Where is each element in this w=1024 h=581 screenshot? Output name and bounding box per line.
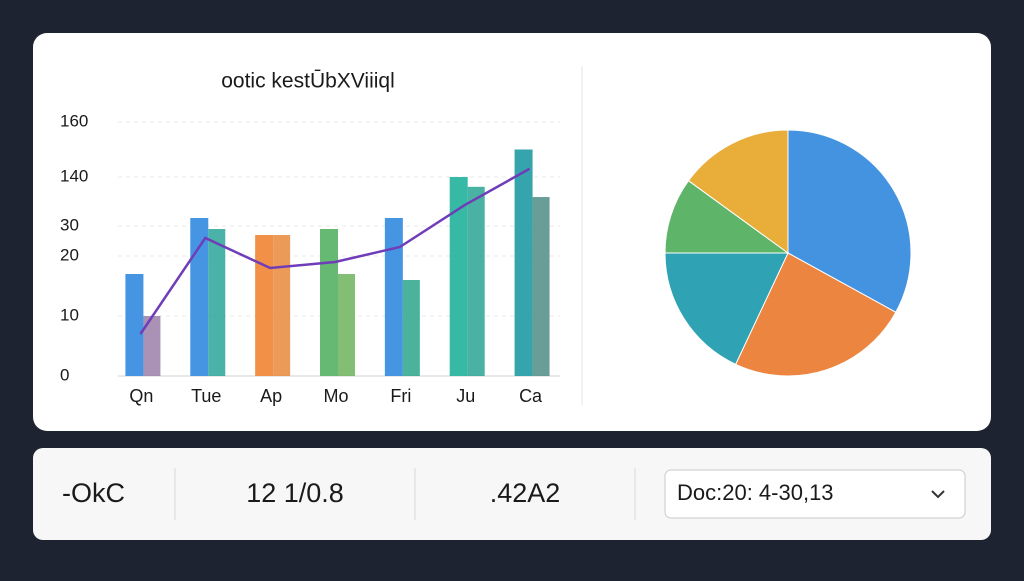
y-tick-label: 20	[60, 245, 79, 264]
bar	[384, 217, 403, 376]
stat: .42A2	[490, 478, 561, 508]
pie-slice	[664, 180, 790, 254]
x-tick-label: Mo	[323, 386, 348, 406]
line	[139, 167, 531, 335]
y-tick-label: 0	[60, 365, 69, 384]
dropdown-value[interactable]: Doc:20: 4-30,13	[677, 480, 834, 505]
pie-slice	[787, 129, 912, 313]
bar	[208, 229, 226, 376]
y-tick-label: 140	[60, 166, 88, 185]
pie-slice	[664, 252, 789, 365]
stat: -OkC	[62, 478, 125, 508]
bar	[255, 235, 274, 376]
x-tick-label: Tue	[191, 386, 221, 406]
y-tick-label: 10	[60, 305, 79, 324]
x-tick-label: Ca	[519, 386, 543, 406]
y-tick-label: 160	[60, 111, 88, 130]
stat: 12 1/0.8	[246, 478, 344, 508]
bar	[143, 316, 161, 376]
pie-slice	[734, 252, 897, 377]
x-tick-label: Fri	[390, 386, 411, 406]
bar	[532, 197, 550, 376]
dropdown[interactable]	[664, 469, 966, 519]
dropdown-chevron[interactable]	[931, 490, 945, 499]
pie-slice	[687, 129, 789, 254]
bar	[514, 149, 533, 376]
x-tick-label: Qn	[129, 386, 153, 406]
y-tick-label: 30	[60, 215, 79, 234]
bar	[338, 274, 355, 376]
bar	[320, 229, 338, 376]
chart-title: ootic kestŪbXViiiql	[221, 70, 395, 93]
bar	[402, 280, 420, 376]
x-tick-label: Ap	[260, 386, 282, 406]
bar	[449, 177, 468, 376]
bar	[125, 274, 144, 376]
x-tick-label: Ju	[456, 386, 475, 406]
bar	[273, 235, 291, 376]
bar	[467, 186, 485, 376]
bar	[190, 217, 209, 376]
